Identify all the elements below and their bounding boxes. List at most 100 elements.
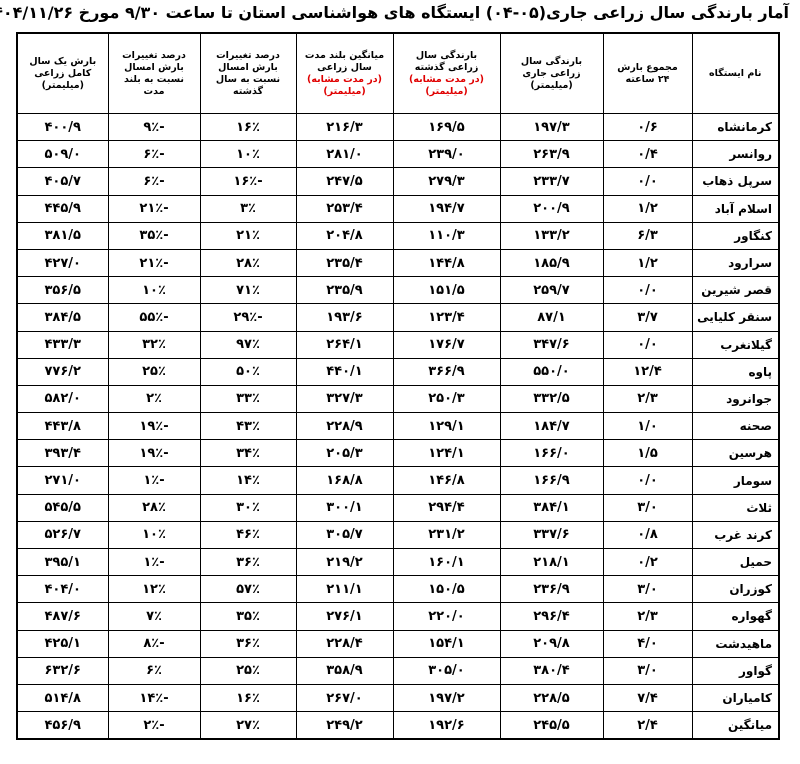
header-line: بارندگی سال — [416, 49, 479, 61]
cell: ۱۰٪ — [108, 520, 202, 550]
header-line: گذشته — [234, 85, 264, 97]
cell: ۳۳۲/۵ — [500, 384, 605, 414]
cell: ۳۴٪ — [200, 439, 298, 468]
cell: ۳۰۵/۷ — [296, 520, 395, 550]
cell: ۴۰۴/۰ — [17, 575, 110, 604]
column-header: درصد تغییرات بارش امسال نسبت به سال گذشته — [200, 32, 298, 114]
column-header: بارندگی سال زراعی گذشته (در مدت مشابه) (میل… — [393, 32, 502, 114]
table-row: کنگاور ۶/۳ ۱۳۳/۲ ۱۱۰/۳ ۲۰۴/۸ ۲۱٪ -۳۵٪ ۳۸۱/۵ — [17, 221, 781, 250]
table-row: گیلانغرب ۰/۰ ۳۴۷/۶ ۱۷۶/۷ ۲۶۴/۱ ۹۷٪ ۳۲٪ ۴۳۳/۳ — [17, 330, 781, 359]
header-note: (در مدت مشابه) — [307, 73, 383, 85]
cell: ۳۵٪ — [200, 602, 298, 631]
table-row: جوانرود ۲/۳ ۳۳۲/۵ ۲۵۰/۳ ۳۲۷/۳ ۳۳٪ ۲٪ ۵۸۲/۰ — [17, 384, 781, 414]
cell: ۴۲۷/۰ — [17, 248, 110, 278]
cell: -۵۵٪ — [108, 303, 202, 332]
table-body: کرمانشاه ۰/۶ ۱۹۷/۳ ۱۶۹/۵ ۲۱۶/۳ ۱۶٪ -۹٪ ۴۰۰/۹ روا… — [17, 112, 781, 740]
header-line: درصد تغییرات — [123, 49, 187, 61]
table-row: روانسر ۰/۴ ۲۶۳/۹ ۲۳۹/۰ ۲۸۱/۰ ۱۰٪ -۶٪ ۵۰۹/۰ — [17, 140, 781, 169]
cell: ۳۲٪ — [108, 330, 202, 359]
column-header: مجموع بارش ۲۴ ساعته — [603, 32, 694, 114]
cell: ۱۶۶/۰ — [500, 439, 605, 468]
header-line: نسبت به سال — [216, 73, 282, 85]
cell: ۱۶۰/۱ — [393, 547, 502, 577]
cell: ۰/۶ — [603, 112, 694, 142]
header-line: (میلیمتر) — [42, 79, 85, 91]
column-header: نام ایستگاه — [692, 32, 781, 114]
cell: -۱٪ — [108, 547, 202, 577]
cell: ۴۳۳/۳ — [17, 330, 110, 359]
cell: ۲۹۴/۴ — [393, 493, 502, 522]
cell: ۱۵۱/۵ — [393, 276, 502, 305]
header-line: مجموع بارش — [618, 61, 679, 73]
table-row: پاوه ۱۲/۴ ۵۵۰/۰ ۳۶۶/۹ ۴۴۰/۱ ۵۰٪ ۲۵٪ ۷۷۶/۲ — [17, 357, 781, 386]
cell: ۲۶۴/۱ — [296, 330, 395, 359]
header-note: (میلیمتر) — [426, 85, 469, 97]
station-name: صحنه — [692, 412, 781, 441]
cell: ۲۰۴/۸ — [296, 221, 395, 250]
table-row: ماهیدشت ۴/۰ ۲۰۹/۸ ۱۵۴/۱ ۲۲۸/۴ ۳۶٪ -۸٪ ۴۲۵/۱ — [17, 629, 781, 658]
cell: ۳۳٪ — [200, 384, 298, 414]
header-row: نام ایستگاه مجموع بارش ۲۴ ساعته بارندگی سال… — [17, 32, 781, 114]
cell: ۵۰۹/۰ — [17, 140, 110, 169]
cell: ۱۹۲/۶ — [393, 711, 502, 740]
cell: ۲۱۸/۱ — [500, 547, 605, 577]
cell: ۱۶۹/۵ — [393, 112, 502, 142]
cell: ۲۸٪ — [200, 248, 298, 278]
cell: ۱۰٪ — [200, 140, 298, 169]
cell: ۳۶۶/۹ — [393, 357, 502, 386]
cell: ۱۴۶/۸ — [393, 466, 502, 495]
cell: -۶٪ — [108, 167, 202, 196]
cell: ۰/۰ — [603, 330, 694, 359]
cell: ۰/۰ — [603, 167, 694, 196]
cell: ۶۳۲/۶ — [17, 656, 110, 685]
header-line: کامل زراعی — [35, 67, 93, 79]
station-name: اسلام آباد — [692, 194, 781, 223]
cell: ۱۲٪ — [108, 575, 202, 604]
cell: ۲۰۹/۸ — [500, 629, 605, 658]
cell: ۱/۵ — [603, 439, 694, 468]
cell: ۴/۰ — [603, 629, 694, 658]
cell: ۳۸۱/۵ — [17, 221, 110, 250]
cell: ۱۶۸/۸ — [296, 466, 395, 495]
station-name: جوانرود — [692, 384, 781, 414]
cell: ۷۷۶/۲ — [17, 357, 110, 386]
station-name: گواور — [692, 656, 781, 685]
cell: ۱۰٪ — [108, 276, 202, 305]
cell: ۷٪ — [108, 602, 202, 631]
header-line: نام ایستگاه — [710, 67, 763, 79]
cell: ۲۵۰/۳ — [393, 384, 502, 414]
cell: ۲۷۶/۱ — [296, 602, 395, 631]
station-name: میانگین — [692, 711, 781, 740]
station-name: کوزران — [692, 575, 781, 604]
cell: ۵۰٪ — [200, 357, 298, 386]
station-name: کنگاور — [692, 221, 781, 250]
cell: -۱۹٪ — [108, 439, 202, 468]
cell: ۳/۰ — [603, 493, 694, 522]
column-header: میانگین بلند مدت سال زراعی (در مدت مشابه)(… — [296, 32, 395, 114]
cell: -۲٪ — [108, 711, 202, 740]
station-name: سرپل ذهاب — [692, 167, 781, 196]
cell: ۱۹۷/۲ — [393, 683, 502, 713]
station-name: سنقر کلیایی — [692, 303, 781, 332]
station-name: سومار — [692, 466, 781, 495]
header-note: (میلیمتر) — [324, 85, 367, 97]
cell: ۵۵۰/۰ — [500, 357, 605, 386]
cell: ۴۴۵/۹ — [17, 194, 110, 223]
cell: -۳۵٪ — [108, 221, 202, 250]
header-line: مدت — [144, 85, 166, 97]
cell: ۵۸۲/۰ — [17, 384, 110, 414]
title: آمار بارندگی سال زراعی جاری(۰۵-۰۴) ایستگ… — [0, 3, 790, 22]
cell: ۳۵۸/۹ — [296, 656, 395, 685]
cell: ۰/۴ — [603, 140, 694, 169]
cell: ۱۱۰/۳ — [393, 221, 502, 250]
cell: ۱۹۴/۷ — [393, 194, 502, 223]
cell: ۱۶۶/۹ — [500, 466, 605, 495]
cell: ۱۸۴/۷ — [500, 412, 605, 441]
station-name: ثلاث — [692, 493, 781, 522]
cell: ۴۳٪ — [200, 412, 298, 441]
cell: ۱۹۳/۶ — [296, 303, 395, 332]
table-row: قصر شیرین ۰/۰ ۲۵۹/۷ ۱۵۱/۵ ۲۳۵/۹ ۷۱٪ ۱۰٪ ۳۵۶/۵ — [17, 276, 781, 305]
cell: ۱۲۴/۱ — [393, 439, 502, 468]
header-note: (در مدت مشابه) — [409, 73, 485, 85]
table-row: سنقر کلیایی ۳/۷ ۸۷/۱ ۱۲۳/۴ ۱۹۳/۶ -۲۹٪ -۵۵٪ ۳۸۴/… — [17, 303, 781, 332]
